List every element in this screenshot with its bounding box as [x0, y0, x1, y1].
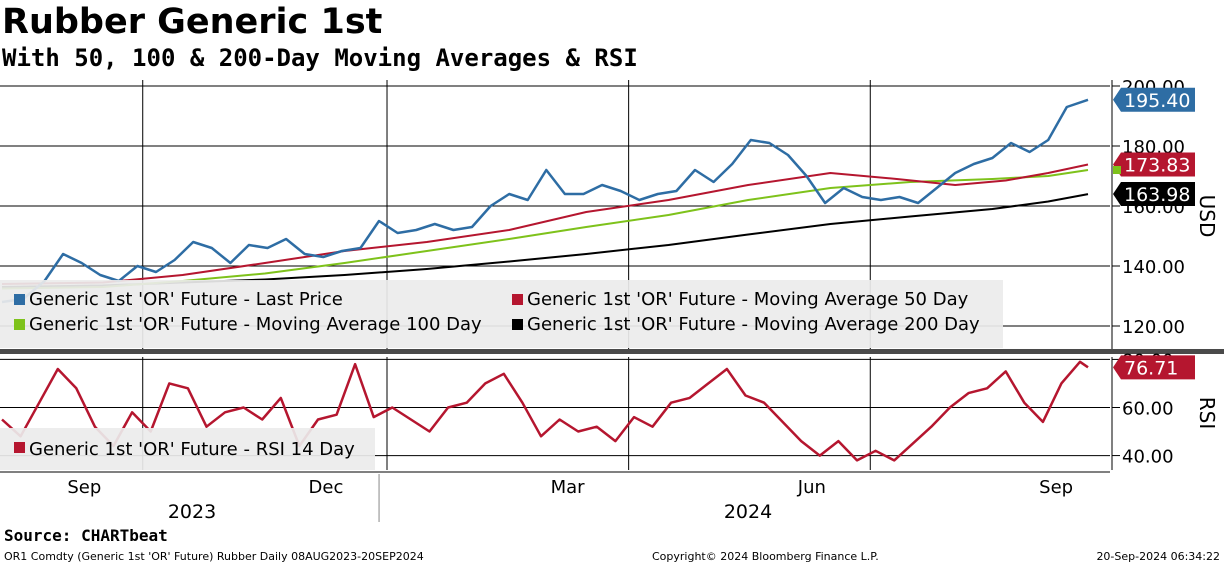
legend-label: Generic 1st 'OR' Future - Moving Average…	[29, 314, 482, 335]
chart-title: Rubber Generic 1st	[2, 2, 383, 42]
legend-swatch	[14, 294, 25, 305]
source-note: Source: CHARTbeat	[4, 526, 168, 545]
footer-copyright: Copyright© 2024 Bloomberg Finance L.P.	[652, 550, 879, 563]
x-tick-label: Sep	[1039, 477, 1073, 498]
legend-label: Generic 1st 'OR' Future - RSI 14 Day	[29, 439, 355, 460]
x-tick-label: Mar	[551, 477, 586, 498]
ma100-marker	[1113, 166, 1121, 174]
footer-timestamp: 20-Sep-2024 06:34:22	[1096, 550, 1220, 563]
legend-swatch	[512, 319, 523, 330]
ma50-line	[1, 163, 1089, 285]
x-tick-label: Dec	[309, 477, 344, 498]
x-year-label: 2023	[168, 501, 216, 523]
legend-swatch	[512, 294, 523, 305]
last-price-line	[1, 98, 1089, 304]
rsi-tick-label: 60.00	[1122, 398, 1174, 419]
chart-subtitle: With 50, 100 & 200-Day Moving Averages &…	[2, 44, 638, 72]
price-axis-label: USD	[1195, 195, 1219, 238]
rsi-legend-box	[0, 428, 375, 470]
panel-divider	[0, 349, 1224, 354]
rsi-tag-label: 76.71	[1124, 357, 1178, 379]
ma200-tag-label: 163.98	[1124, 184, 1190, 206]
price-panel: 120.00140.00160.00180.00200.00USDGeneric…	[0, 77, 1224, 354]
ma50-tag-label: 173.83	[1124, 155, 1190, 177]
legend-swatch	[14, 442, 25, 453]
x-tick-label: Jun	[797, 477, 826, 498]
x-tick-label: Sep	[67, 477, 101, 498]
last-price-tag-label: 195.40	[1124, 90, 1190, 112]
rsi-tick-label: 40.00	[1122, 447, 1174, 468]
price-legend-box	[0, 280, 1003, 348]
price-tick-label: 120.00	[1122, 317, 1185, 338]
legend-swatch	[14, 319, 25, 330]
rsi-axis-label: RSI	[1195, 397, 1219, 430]
last-price-tag	[1113, 87, 1195, 112]
price-tick-label: 140.00	[1122, 257, 1185, 278]
legend-label: Generic 1st 'OR' Future - Moving Average…	[527, 314, 980, 335]
legend-label: Generic 1st 'OR' Future - Last Price	[29, 289, 343, 310]
x-axis: Sep Dec Mar Jun Sep 2023 2024	[0, 471, 1110, 523]
ma100-line	[1, 169, 1089, 290]
rsi-line	[1, 360, 1089, 462]
ma50-tag	[1113, 152, 1195, 177]
legend-label: Generic 1st 'OR' Future - Moving Average…	[527, 289, 969, 310]
x-year-label: 2024	[724, 501, 772, 523]
ma200-line	[1, 193, 1089, 288]
rsi-tag	[1113, 355, 1195, 380]
ma200-tag	[1113, 182, 1195, 207]
footer-ticker-info: OR1 Comdty (Generic 1st 'OR' Future) Rub…	[4, 550, 424, 563]
